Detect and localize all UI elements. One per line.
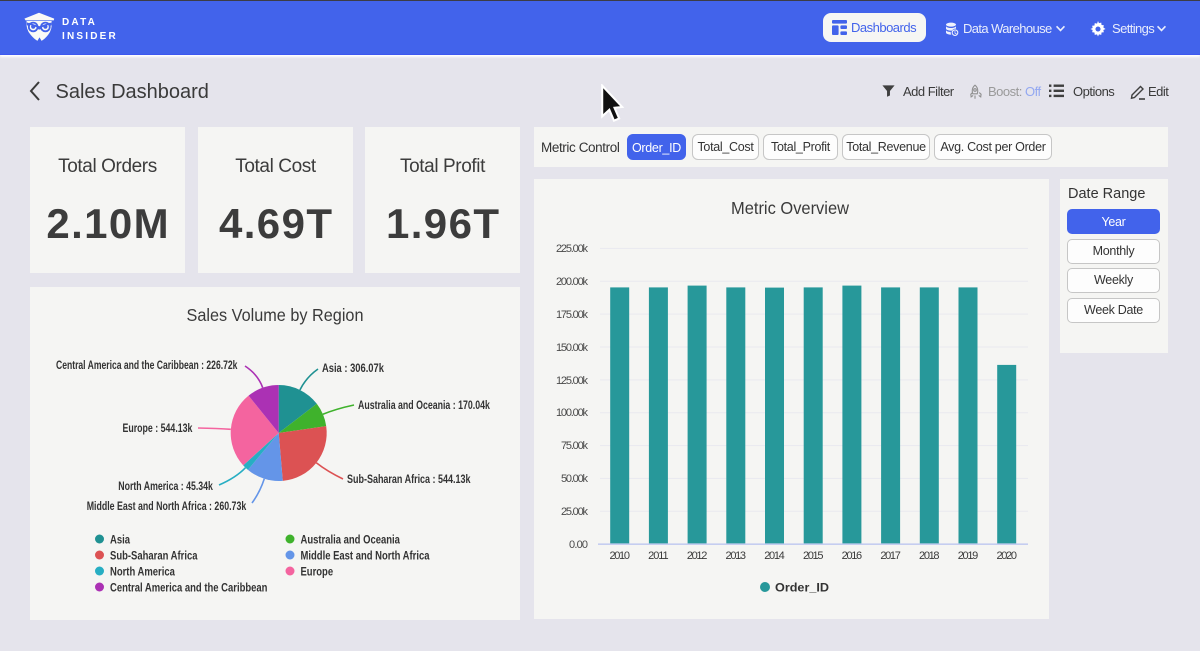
svg-text:100.00k: 100.00k xyxy=(556,407,589,419)
svg-text:2012: 2012 xyxy=(687,550,708,562)
svg-text:North America : 45.34k: North America : 45.34k xyxy=(118,480,213,494)
svg-text:Europe: Europe xyxy=(300,566,333,579)
svg-text:2017: 2017 xyxy=(880,550,901,562)
svg-text:2019: 2019 xyxy=(958,550,979,562)
svg-text:25.00k: 25.00k xyxy=(561,506,589,518)
svg-text:2018: 2018 xyxy=(919,550,940,562)
svg-text:2020: 2020 xyxy=(996,550,1017,562)
svg-text:2016: 2016 xyxy=(842,550,863,562)
svg-text:Order_ID: Order_ID xyxy=(775,581,829,595)
svg-text:50.00k: 50.00k xyxy=(561,473,589,485)
svg-text:Middle East and North Africa :: Middle East and North Africa : 260.73k xyxy=(87,500,247,514)
svg-text:2015: 2015 xyxy=(803,550,824,562)
svg-text:175.00k: 175.00k xyxy=(556,309,589,321)
svg-text:Australia and Oceania: Australia and Oceania xyxy=(300,534,400,547)
svg-text:2011: 2011 xyxy=(648,550,669,562)
svg-text:Sub-Saharan Africa : 544.13k: Sub-Saharan Africa : 544.13k xyxy=(347,473,471,487)
svg-text:Asia : 306.07k: Asia : 306.07k xyxy=(322,362,384,375)
svg-text:125.00k: 125.00k xyxy=(556,375,589,387)
svg-text:150.00k: 150.00k xyxy=(556,342,589,354)
svg-text:North America: North America xyxy=(110,566,176,579)
svg-text:2013: 2013 xyxy=(726,550,747,562)
svg-text:Central America and the Caribb: Central America and the Caribbean : 226.… xyxy=(56,360,238,373)
svg-text:Central America and the Caribb: Central America and the Caribbean xyxy=(110,582,267,595)
svg-text:225.00k: 225.00k xyxy=(556,243,589,255)
svg-text:Middle East and North Africa: Middle East and North Africa xyxy=(300,550,430,563)
svg-text:200.00k: 200.00k xyxy=(556,276,589,288)
svg-text:0.00: 0.00 xyxy=(569,539,588,551)
svg-text:2014: 2014 xyxy=(764,550,785,562)
svg-text:Australia and Oceania : 170.04: Australia and Oceania : 170.04k xyxy=(358,399,490,413)
svg-text:Sub-Saharan Africa: Sub-Saharan Africa xyxy=(110,550,198,563)
svg-text:Metric Overview: Metric Overview xyxy=(731,198,849,218)
svg-text:Europe : 544.13k: Europe : 544.13k xyxy=(123,422,193,436)
svg-text:Asia: Asia xyxy=(110,534,131,547)
svg-text:2010: 2010 xyxy=(609,550,630,562)
svg-text:Sales Volume by Region: Sales Volume by Region xyxy=(187,305,364,325)
svg-text:75.00k: 75.00k xyxy=(561,440,589,452)
